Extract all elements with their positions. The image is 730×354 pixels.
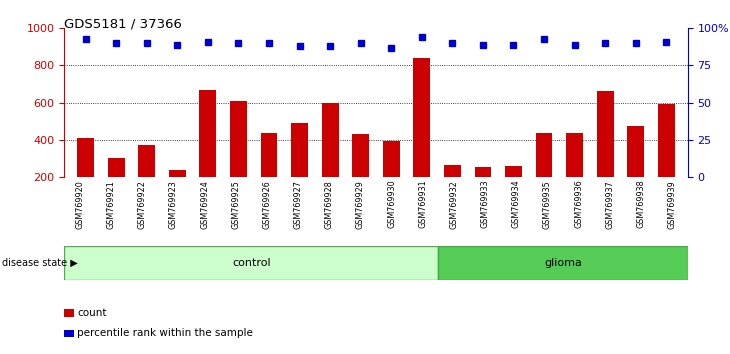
Text: percentile rank within the sample: percentile rank within the sample — [77, 329, 253, 338]
Text: GSM769930: GSM769930 — [387, 180, 396, 228]
Text: count: count — [77, 308, 107, 318]
Bar — [64, 246, 438, 280]
Text: GSM769939: GSM769939 — [667, 180, 677, 229]
Bar — [474, 167, 491, 177]
Bar — [169, 170, 185, 177]
Text: GSM769920: GSM769920 — [75, 180, 85, 229]
Text: GSM769923: GSM769923 — [169, 180, 178, 229]
Bar — [291, 123, 308, 177]
Text: GSM769925: GSM769925 — [231, 180, 240, 229]
Bar — [444, 165, 461, 177]
Bar — [139, 145, 155, 177]
Bar — [199, 90, 216, 177]
Text: GSM769928: GSM769928 — [325, 180, 334, 229]
Text: GSM769934: GSM769934 — [512, 180, 520, 228]
Bar — [261, 133, 277, 177]
Text: GSM769929: GSM769929 — [356, 180, 365, 229]
Text: GSM769927: GSM769927 — [293, 180, 302, 229]
Bar — [536, 133, 553, 177]
Bar — [505, 166, 522, 177]
Bar — [413, 58, 430, 177]
Bar — [383, 141, 399, 177]
Text: GSM769931: GSM769931 — [418, 180, 427, 228]
Bar — [322, 103, 339, 177]
Bar — [566, 133, 583, 177]
Text: GSM769933: GSM769933 — [480, 180, 490, 228]
Bar — [108, 159, 125, 177]
Text: GSM769936: GSM769936 — [574, 180, 583, 228]
Text: GSM769924: GSM769924 — [200, 180, 209, 229]
Text: GSM769935: GSM769935 — [543, 180, 552, 229]
Bar — [627, 126, 644, 177]
Text: glioma: glioma — [544, 258, 582, 268]
Bar — [77, 138, 94, 177]
Text: GSM769932: GSM769932 — [450, 180, 458, 229]
Text: GSM769938: GSM769938 — [637, 180, 645, 228]
Text: GDS5181 / 37366: GDS5181 / 37366 — [64, 18, 182, 31]
Text: GSM769922: GSM769922 — [138, 180, 147, 229]
Text: GSM769921: GSM769921 — [107, 180, 115, 229]
Bar — [230, 101, 247, 177]
Bar — [353, 134, 369, 177]
Text: GSM769937: GSM769937 — [605, 180, 614, 229]
Text: control: control — [232, 258, 271, 268]
Bar — [438, 246, 688, 280]
Bar — [596, 91, 613, 177]
Text: GSM769926: GSM769926 — [262, 180, 272, 229]
Bar — [658, 104, 675, 177]
Text: disease state ▶: disease state ▶ — [2, 258, 78, 268]
